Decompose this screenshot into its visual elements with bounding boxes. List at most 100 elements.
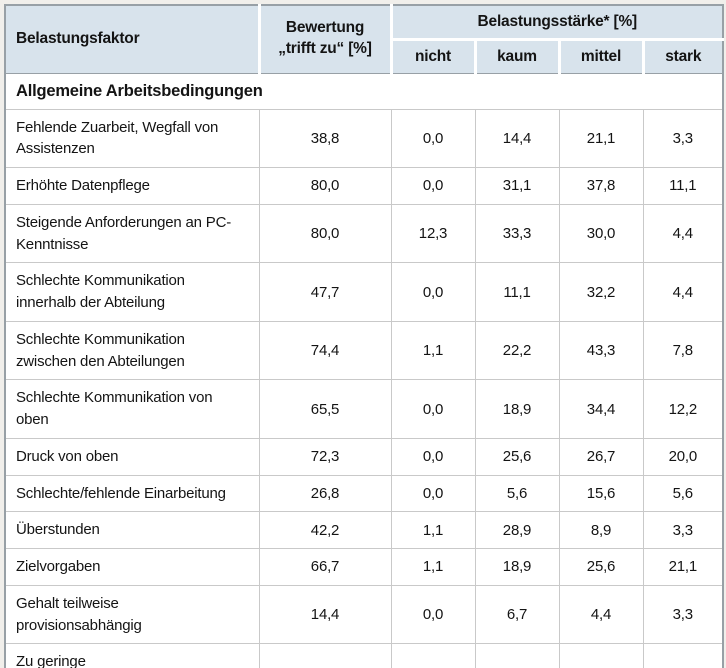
table-row: Zu geringe Entscheidungskompetenzen 44,5… xyxy=(5,643,724,668)
rating-value: 66,7 xyxy=(258,548,391,586)
value-mittel: 26,7 xyxy=(558,437,643,475)
col-header-stark: stark xyxy=(641,39,724,74)
rating-value: 38,8 xyxy=(258,108,391,168)
value-kaum: 18,9 xyxy=(474,548,559,586)
value-stark: 5,6 xyxy=(642,474,724,512)
value-stark: 21,1 xyxy=(642,548,724,586)
row-label: Druck von oben xyxy=(5,437,259,475)
value-kaum: 5,6 xyxy=(474,474,559,512)
value-nicht: 0,0 xyxy=(390,474,475,512)
table-row: Schlechte Kommunikation zwischen den Abt… xyxy=(5,320,724,380)
value-nicht: 0,0 xyxy=(390,262,475,322)
row-label: Schlechte Kommunikation innerhalb der Ab… xyxy=(5,262,259,322)
rating-value: 26,8 xyxy=(258,474,391,512)
value-stark: 3,3 xyxy=(642,108,724,168)
header-row-main: Belastungsfaktor Bewertung „trifft zu“ [… xyxy=(5,5,724,74)
rating-value: 47,7 xyxy=(258,262,391,322)
value-kaum: 28,9 xyxy=(474,511,559,549)
header-row-sub: nicht kaum mittel stark xyxy=(5,39,724,74)
value-nicht: 0,0 xyxy=(390,643,475,668)
rating-value: 80,0 xyxy=(258,167,391,205)
value-mittel: 12,2 xyxy=(558,643,643,668)
value-nicht: 1,1 xyxy=(390,548,475,586)
value-stark: 11,1 xyxy=(642,167,724,205)
value-nicht: 1,1 xyxy=(390,320,475,380)
value-kaum: 31,1 xyxy=(474,167,559,205)
table-row: Erhöhte Datenpflege 80,0 0,0 31,1 37,8 1… xyxy=(5,167,724,205)
rating-value: 14,4 xyxy=(258,584,391,644)
row-label: Gehalt teilweise provisionsabhängig xyxy=(5,584,259,644)
section-title: Allgemeine Arbeitsbedingungen xyxy=(5,73,724,109)
col-header-belastungsfaktor: Belastungsfaktor xyxy=(5,5,261,74)
value-stark: 5,6 xyxy=(642,643,724,668)
value-kaum: 33,3 xyxy=(474,203,559,263)
table-row: Fehlende Zuarbeit, Wegfall von Assistenz… xyxy=(5,108,724,168)
row-label: Schlechte Kommunikation zwischen den Abt… xyxy=(5,320,259,380)
table-header: Belastungsfaktor Bewertung „trifft zu“ [… xyxy=(5,5,724,74)
rating-value: 72,3 xyxy=(258,437,391,475)
value-mittel: 34,4 xyxy=(558,379,643,439)
value-stark: 7,8 xyxy=(642,320,724,380)
value-mittel: 37,8 xyxy=(558,167,643,205)
value-stark: 20,0 xyxy=(642,437,724,475)
row-label: Fehlende Zuarbeit, Wegfall von Assistenz… xyxy=(5,108,259,168)
value-nicht: 0,0 xyxy=(390,437,475,475)
table-row: Druck von oben 72,3 0,0 25,6 26,7 20,0 xyxy=(5,437,724,475)
col-header-bewertung-line1: Bewertung xyxy=(285,19,365,37)
rating-value: 44,5 xyxy=(258,643,391,668)
col-header-mittel: mittel xyxy=(557,39,643,74)
col-header-bewertung: Bewertung „trifft zu“ [%] xyxy=(259,5,393,74)
value-mittel: 25,6 xyxy=(558,548,643,586)
value-mittel: 21,1 xyxy=(558,108,643,168)
table-row: Gehalt teilweise provisionsabhängig 14,4… xyxy=(5,584,724,644)
rating-value: 65,5 xyxy=(258,379,391,439)
value-kaum: 6,7 xyxy=(474,584,559,644)
table-row: Schlechte Kommunikation von oben 65,5 0,… xyxy=(5,379,724,439)
value-kaum: 25,6 xyxy=(474,437,559,475)
row-label: Überstunden xyxy=(5,511,259,549)
value-stark: 3,3 xyxy=(642,511,724,549)
table-row: Schlechte Kommunikation innerhalb der Ab… xyxy=(5,262,724,322)
value-stark: 4,4 xyxy=(642,203,724,263)
value-mittel: 32,2 xyxy=(558,262,643,322)
row-label: Schlechte Kommunikation von oben xyxy=(5,379,259,439)
value-nicht: 1,1 xyxy=(390,511,475,549)
table-body: Allgemeine Arbeitsbedingungen Fehlende Z… xyxy=(5,73,724,668)
value-kaum: 18,9 xyxy=(474,379,559,439)
col-header-kaum: kaum xyxy=(473,39,559,74)
value-nicht: 0,0 xyxy=(390,584,475,644)
row-label: Zu geringe Entscheidungskompetenzen xyxy=(5,643,259,668)
section-header-row: Allgemeine Arbeitsbedingungen xyxy=(5,73,724,109)
value-nicht: 0,0 xyxy=(390,108,475,168)
value-kaum: 11,1 xyxy=(474,262,559,322)
value-mittel: 30,0 xyxy=(558,203,643,263)
value-stark: 12,2 xyxy=(642,379,724,439)
value-stark: 3,3 xyxy=(642,584,724,644)
row-label: Zielvorgaben xyxy=(5,548,259,586)
rating-value: 80,0 xyxy=(258,203,391,263)
table-row: Schlechte/fehlende Einarbeitung 26,8 0,0… xyxy=(5,474,724,512)
rating-value: 42,2 xyxy=(258,511,391,549)
value-stark: 4,4 xyxy=(642,262,724,322)
row-label: Schlechte/fehlende Einarbeitung xyxy=(5,474,259,512)
rating-value: 74,4 xyxy=(258,320,391,380)
value-mittel: 4,4 xyxy=(558,584,643,644)
value-mittel: 43,3 xyxy=(558,320,643,380)
value-nicht: 12,3 xyxy=(390,203,475,263)
row-label: Steigende Anforderungen an PC-Kenntnisse xyxy=(5,203,259,263)
col-header-nicht: nicht xyxy=(391,39,475,74)
value-nicht: 0,0 xyxy=(390,167,475,205)
value-nicht: 0,0 xyxy=(390,379,475,439)
table-row: Überstunden 42,2 1,1 28,9 8,9 3,3 xyxy=(5,511,724,549)
value-mittel: 8,9 xyxy=(558,511,643,549)
col-header-belastungsstaerke: Belastungsstärke* [%] xyxy=(391,5,724,41)
stress-factor-table: Belastungsfaktor Bewertung „trifft zu“ [… xyxy=(4,4,725,668)
col-header-bewertung-line2: „trifft zu“ [%] xyxy=(278,40,372,58)
table-row: Steigende Anforderungen an PC-Kenntnisse… xyxy=(5,203,724,263)
row-label: Erhöhte Datenpflege xyxy=(5,167,259,205)
value-kaum: 26,7 xyxy=(474,643,559,668)
value-kaum: 14,4 xyxy=(474,108,559,168)
value-kaum: 22,2 xyxy=(474,320,559,380)
value-mittel: 15,6 xyxy=(558,474,643,512)
